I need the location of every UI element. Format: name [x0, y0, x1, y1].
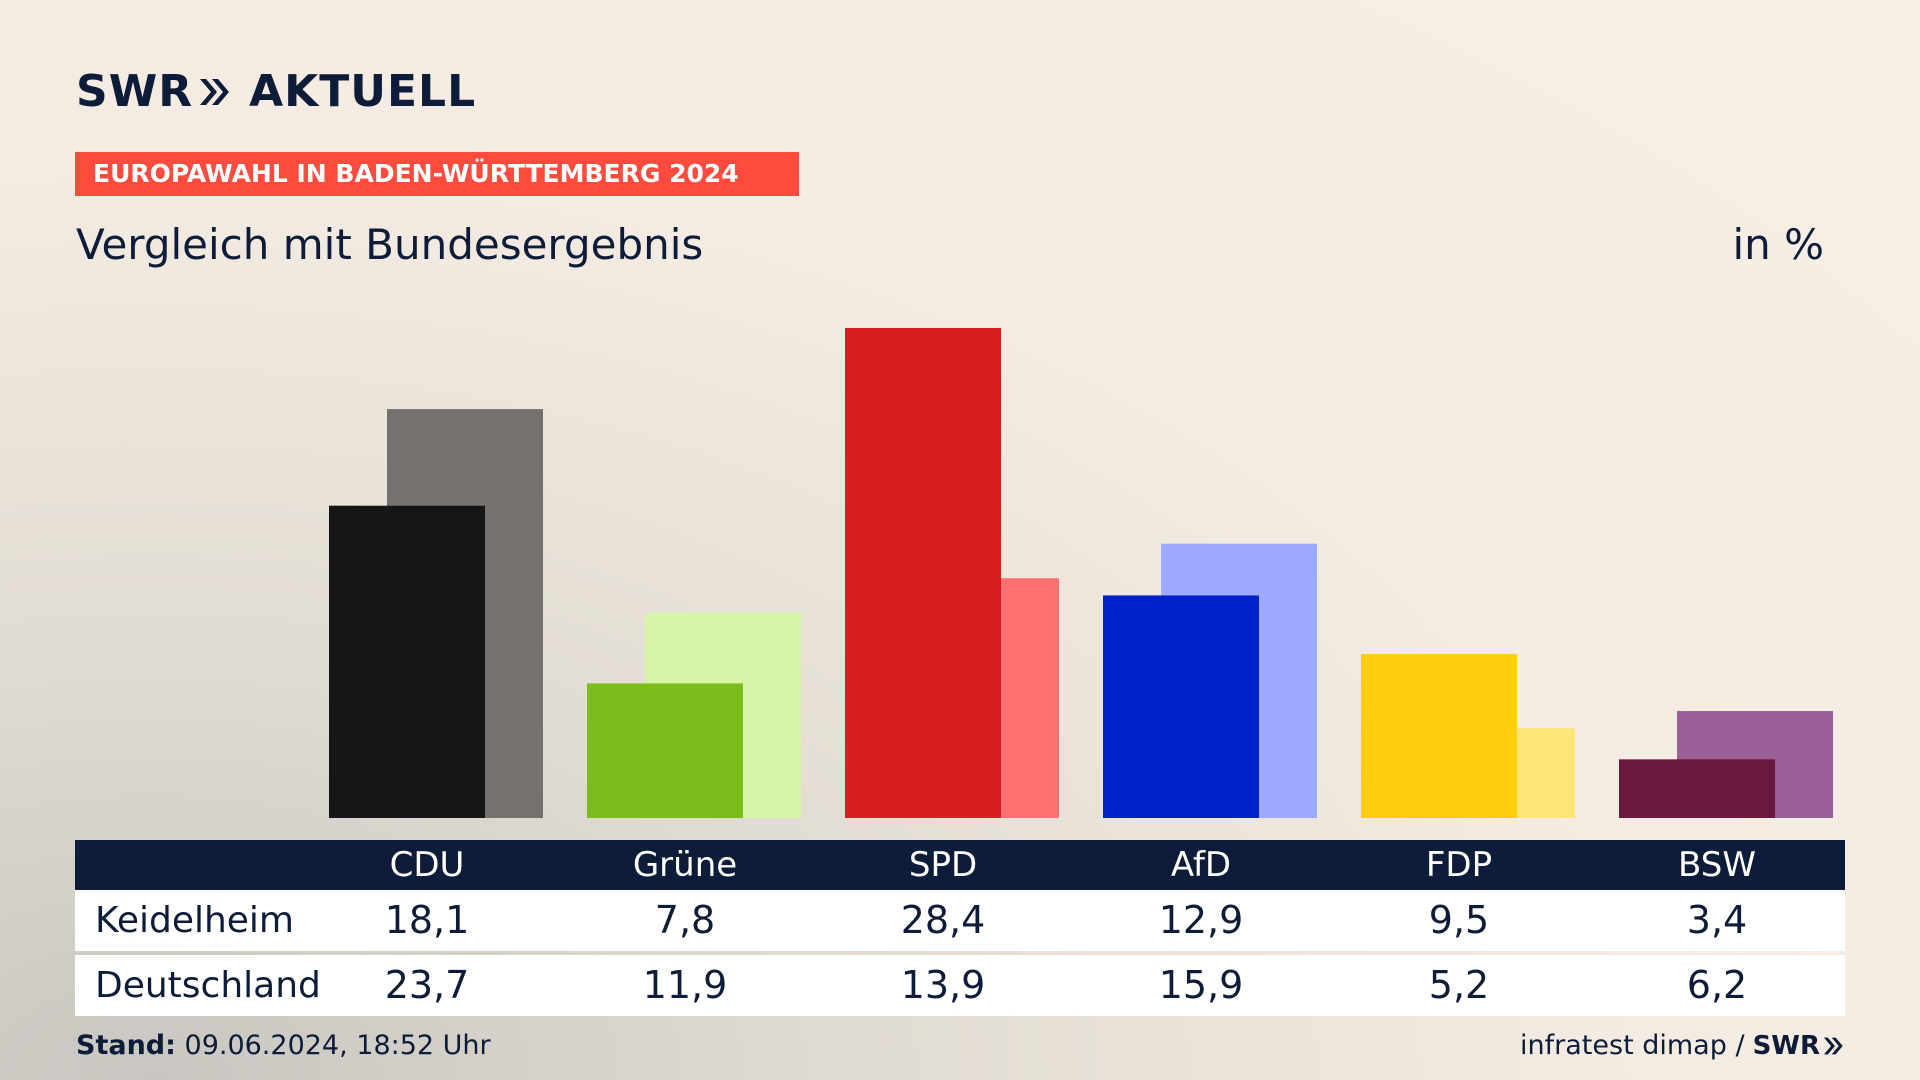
bar-keidelheim-spd — [845, 328, 1001, 818]
results-table: CDU Grüne SPD AfD FDP BSW Keidelheim 18,1 7,8 2… — [75, 840, 1845, 1016]
column-header-cdu: CDU — [389, 845, 465, 885]
value-cell: 28,4 — [900, 898, 986, 942]
swr-wordmark: SWR — [76, 66, 194, 117]
column-header-fdp: FDP — [1425, 845, 1493, 885]
section-banner: EUROPAWAHL IN BADEN-WÜRTTEMBERG 2024 — [75, 152, 799, 196]
bar-keidelheim-cdu — [329, 505, 485, 818]
column-header-spd: SPD — [908, 845, 978, 885]
bar-keidelheim-grne — [587, 683, 743, 818]
source-text: infratest dimap / — [1520, 1030, 1745, 1061]
bar-keidelheim-fdp — [1361, 654, 1517, 818]
column-header-bsw: BSW — [1678, 845, 1756, 885]
column-header-grne: Grüne — [632, 845, 738, 885]
table-row: Deutschland 23,7 11,9 13,9 15,9 5,2 6,2 — [75, 955, 1845, 1016]
swr-small-wordmark: SWR — [1752, 1030, 1820, 1061]
value-cell: 5,2 — [1428, 963, 1490, 1007]
bar-keidelheim-bsw — [1619, 759, 1775, 818]
timestamp: Stand: 09.06.2024, 18:52 Uhr — [76, 1030, 491, 1061]
swr-aktuell-logo: SWR AKTUELL — [76, 66, 476, 118]
double-chevron-icon — [1823, 1037, 1843, 1054]
swr-small-logo: SWR — [1753, 1031, 1844, 1061]
double-chevron-icon — [200, 79, 230, 105]
value-cell: 7,8 — [654, 898, 716, 942]
table-row: Keidelheim 18,1 7,8 28,4 12,9 9,5 3,4 — [75, 890, 1845, 951]
unit-label: in % — [1732, 220, 1824, 269]
table-header: CDU Grüne SPD AfD FDP BSW — [75, 840, 1845, 890]
value-cell: 23,7 — [384, 963, 470, 1007]
value-cell: 18,1 — [384, 898, 470, 942]
value-cell: 13,9 — [900, 963, 986, 1007]
value-cell: 6,2 — [1686, 963, 1748, 1007]
source-credit: infratest dimap / SWR — [1520, 1030, 1844, 1061]
stand-value: 09.06.2024, 18:52 Uhr — [184, 1030, 491, 1061]
value-cell: 3,4 — [1686, 898, 1748, 942]
value-cell: 12,9 — [1158, 898, 1244, 942]
swr-logo: SWR — [76, 66, 231, 118]
column-header-afd: AfD — [1170, 845, 1232, 885]
value-cell: 9,5 — [1428, 898, 1490, 942]
chart-subtitle: Vergleich mit Bundesergebnis — [76, 220, 704, 269]
stand-label: Stand: — [76, 1030, 176, 1061]
row-label: Keidelheim — [95, 900, 295, 941]
value-cell: 15,9 — [1158, 963, 1244, 1007]
row-label: Deutschland — [95, 965, 321, 1006]
aktuell-wordmark: AKTUELL — [249, 66, 477, 117]
bar-chart — [329, 328, 1833, 818]
bar-keidelheim-afd — [1103, 595, 1259, 818]
value-cell: 11,9 — [642, 963, 728, 1007]
